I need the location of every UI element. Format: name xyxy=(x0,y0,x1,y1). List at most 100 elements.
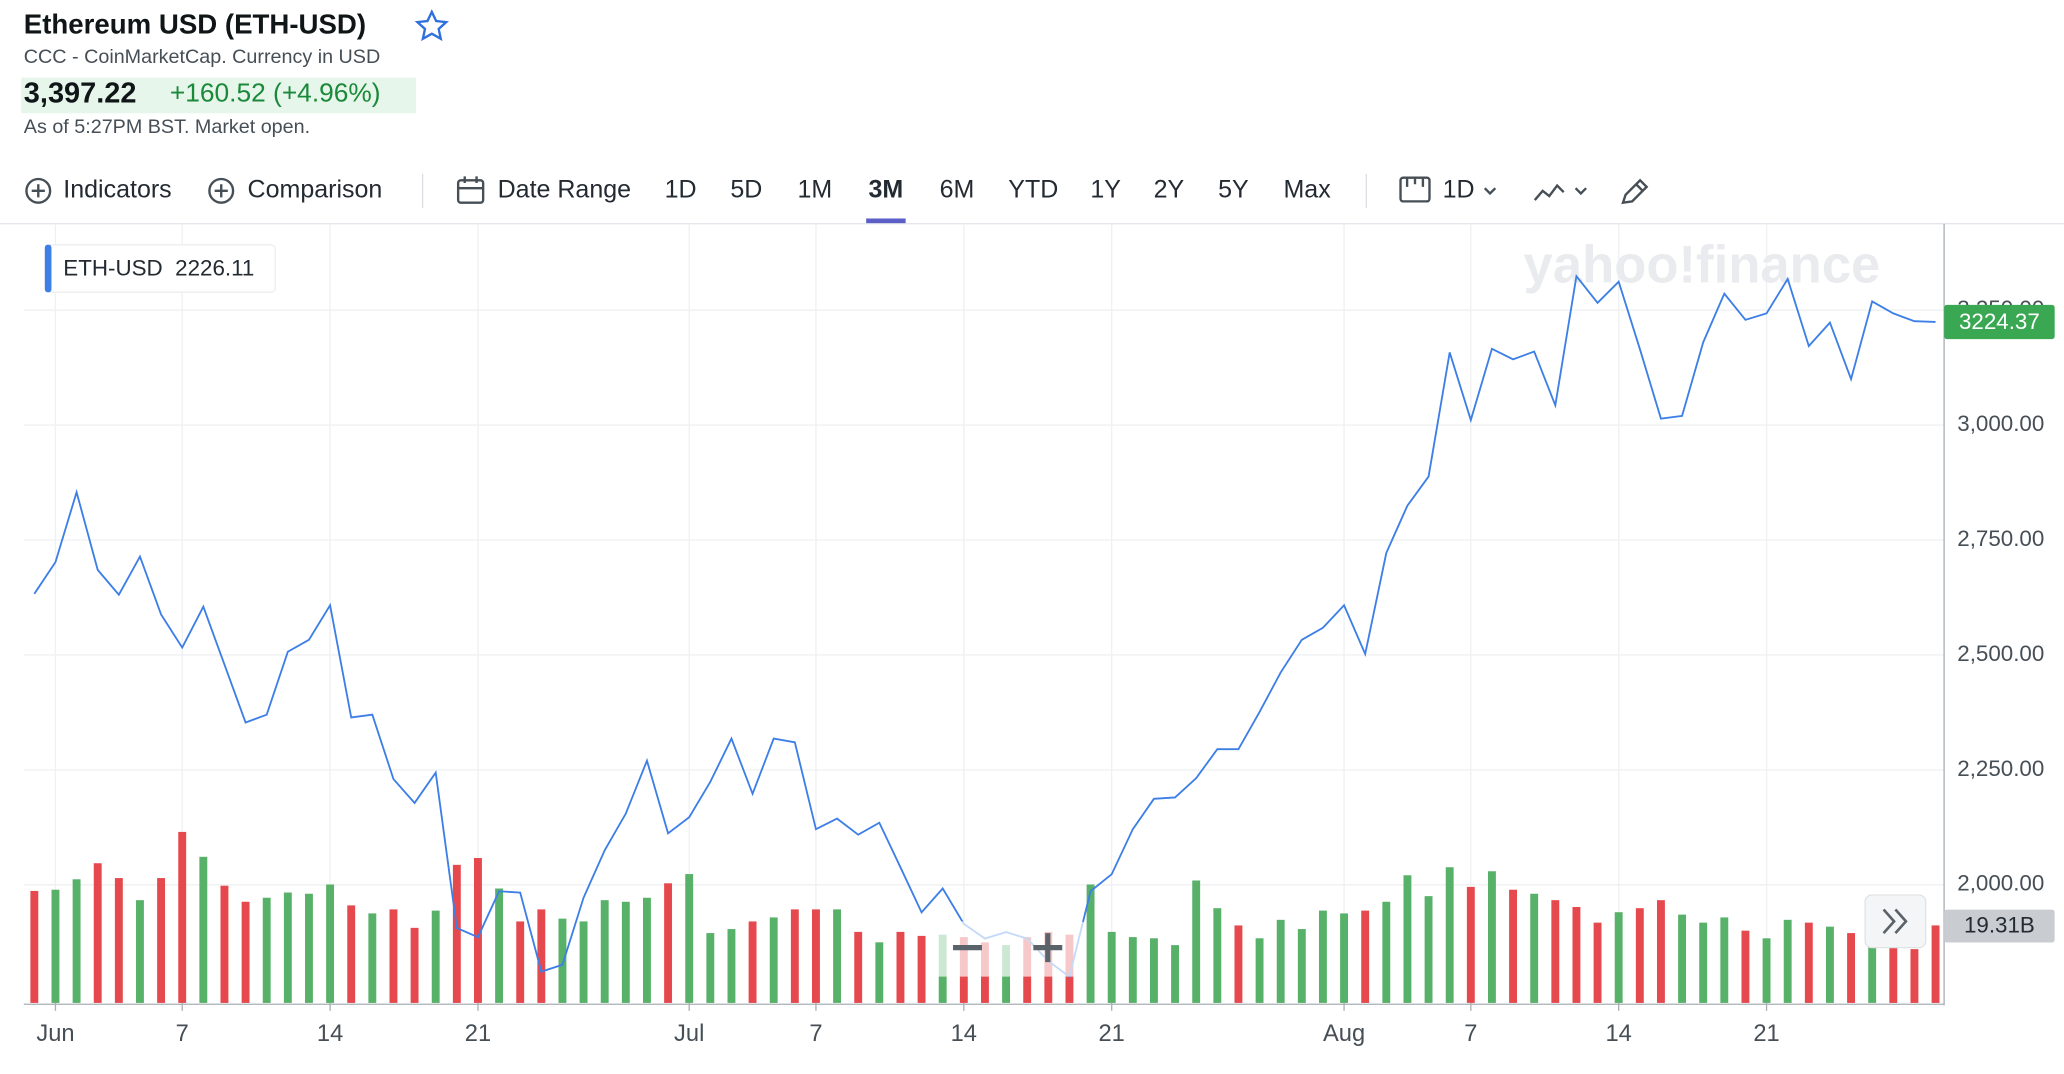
volume-bar xyxy=(600,900,609,1003)
volume-bar xyxy=(262,897,271,1003)
scroll-right[interactable] xyxy=(1864,894,1927,949)
volume-bar xyxy=(685,874,694,1003)
volume-bar xyxy=(178,831,187,1003)
range-tab[interactable]: 5D xyxy=(730,175,762,203)
range-tab[interactable]: Max xyxy=(1283,175,1331,203)
volume-bar xyxy=(1572,906,1581,1003)
volume-bar xyxy=(833,909,842,1003)
volume-bar xyxy=(1889,942,1898,1003)
volume-bar xyxy=(875,942,884,1003)
x-tick-label: Jun xyxy=(36,1021,74,1047)
volume-bar xyxy=(1171,945,1180,1003)
range-selected-indicator xyxy=(866,218,906,224)
volume-bar xyxy=(1445,867,1454,1003)
volume-bar xyxy=(495,888,504,1003)
range-tab[interactable]: 6M xyxy=(940,175,975,203)
volume-bar xyxy=(1720,917,1729,1003)
volume-bar xyxy=(896,931,905,1003)
watchlist-star[interactable] xyxy=(414,9,449,42)
range-tab[interactable]: 3M xyxy=(869,175,904,203)
range-tab[interactable]: 1D xyxy=(665,175,697,203)
plus-icon xyxy=(31,184,45,198)
comparison-button[interactable]: Comparison xyxy=(208,175,382,204)
volume-bar xyxy=(1509,889,1518,1003)
quote-title: Ethereum USD (ETH-USD) xyxy=(24,9,366,40)
volume-bar xyxy=(157,878,166,1003)
volume-bar xyxy=(199,856,208,1003)
range-tab[interactable]: YTD xyxy=(1008,175,1058,203)
volume-bar xyxy=(1086,884,1095,1003)
volume-bar xyxy=(1656,900,1665,1003)
volume-bar xyxy=(114,878,123,1003)
plus-icon xyxy=(208,177,235,204)
volume-bar xyxy=(1910,949,1919,1003)
volume-bar xyxy=(537,909,546,1003)
volume-bar xyxy=(1276,919,1285,1003)
y-tick-label: 2,500.00 xyxy=(1957,641,2044,666)
volume-bar xyxy=(1213,908,1222,1003)
volume-bar xyxy=(790,909,799,1003)
volume-bar xyxy=(1487,871,1496,1003)
legend-swatch xyxy=(44,244,52,293)
volume-bar xyxy=(1825,926,1834,1003)
chevron xyxy=(1483,187,1497,196)
volume-bar xyxy=(854,931,863,1003)
x-tick-label: 7 xyxy=(809,1021,822,1047)
volume-bar xyxy=(136,900,144,1003)
volume-bar xyxy=(621,901,630,1003)
volume-bar xyxy=(1635,908,1644,1003)
volume-bar xyxy=(30,890,39,1003)
range-tab[interactable]: 5Y xyxy=(1218,175,1249,203)
volume-bar xyxy=(664,883,673,1003)
volume-bar xyxy=(1931,925,1940,1003)
volume-bar xyxy=(706,933,715,1003)
volume-bar xyxy=(1149,938,1158,1003)
volume-bar xyxy=(1192,880,1201,1003)
date-range-label: Date Range xyxy=(498,175,631,203)
volume-bar xyxy=(326,884,335,1003)
volume-bar xyxy=(1551,900,1560,1003)
draw-button[interactable] xyxy=(1621,178,1649,205)
volume-tag-label: 19.31B xyxy=(1964,913,2035,938)
plus-icon xyxy=(214,184,228,198)
volume-bar xyxy=(516,921,525,1003)
volume-bar xyxy=(812,909,820,1003)
range-tab[interactable]: 1M xyxy=(797,175,832,203)
price-tag-label: 3224.37 xyxy=(1959,309,2040,334)
grid xyxy=(23,223,1945,1003)
quote-subtitle: CCC - CoinMarketCap. Currency in USD xyxy=(24,46,380,68)
chevron xyxy=(1574,187,1587,196)
axis-tags: 3224.37 19.31B xyxy=(1944,304,2055,943)
x-tick-label: 7 xyxy=(1464,1021,1477,1047)
range-tab[interactable]: 2Y xyxy=(1154,175,1185,203)
volume-bar xyxy=(1403,875,1412,1003)
y-tick-label: 2,750.00 xyxy=(1957,526,2044,551)
volume-bar xyxy=(643,897,651,1003)
volume-bar xyxy=(410,927,419,1003)
range-tabs: 1D 5D 1M 3M 6M YTD 1Y 2Y 5Y Max xyxy=(665,175,1331,224)
volume-bar xyxy=(1783,919,1792,1003)
volume-bar xyxy=(1530,893,1539,1003)
volume-bar xyxy=(748,921,757,1003)
volume-bars xyxy=(30,831,1940,1003)
volume-bar xyxy=(474,858,482,1003)
volume-bar xyxy=(1255,938,1264,1003)
x-tick-label: 21 xyxy=(1099,1021,1125,1047)
volume-bar xyxy=(1340,913,1349,1003)
volume-bar xyxy=(1297,929,1306,1003)
indicators-button[interactable]: Indicators xyxy=(25,175,172,204)
watermark: yahoo!finance xyxy=(1524,235,1881,294)
volume-bar xyxy=(1466,886,1475,1003)
interval-button[interactable]: 1D xyxy=(1399,175,1497,203)
zoom-controls xyxy=(928,921,1086,977)
chart-type-button[interactable] xyxy=(1533,183,1587,201)
range-tab[interactable]: 1Y xyxy=(1090,175,1121,203)
volume-bar xyxy=(368,913,377,1003)
calendar-icon xyxy=(456,179,485,204)
x-tick-label: 21 xyxy=(1753,1021,1779,1047)
x-tick-label: 14 xyxy=(317,1021,343,1047)
date-range-button[interactable]: Date Range xyxy=(456,175,631,204)
zoom-in[interactable] xyxy=(1033,933,1063,963)
